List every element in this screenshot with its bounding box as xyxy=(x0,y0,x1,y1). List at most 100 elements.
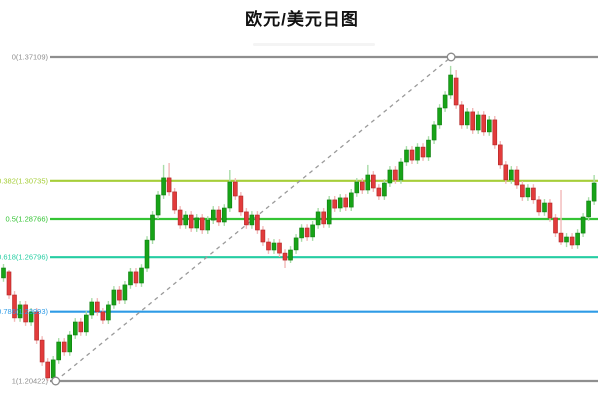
candle-body-55 xyxy=(304,227,310,238)
candle-body-36 xyxy=(199,217,205,231)
candle-body-30 xyxy=(166,177,172,193)
candle-body-24 xyxy=(133,271,139,284)
candle-body-79 xyxy=(437,107,442,126)
trendline-endpoint-high xyxy=(446,52,456,62)
candle-body-16 xyxy=(89,301,95,316)
candle-body-0 xyxy=(1,267,6,279)
candle-body-23 xyxy=(128,271,133,286)
candle-body-42 xyxy=(233,181,238,197)
candle-body-53 xyxy=(293,237,299,251)
candle-body-48 xyxy=(266,241,271,251)
fib-label-0.5: 0.5(1.28766) xyxy=(5,215,48,224)
candle-body-44 xyxy=(244,211,249,226)
candle-body-32 xyxy=(177,209,183,226)
candle-body-26 xyxy=(144,239,150,269)
candle-body-81 xyxy=(448,74,453,96)
fib-label-1: 1(1.20422) xyxy=(12,377,49,386)
candle-body-9 xyxy=(50,359,56,379)
candle-body-91 xyxy=(503,164,509,181)
candle-body-46 xyxy=(255,214,260,231)
candle-body-67 xyxy=(370,174,376,189)
page-title: 欧元/美元日图 xyxy=(245,10,359,29)
candle-body-39 xyxy=(216,209,222,223)
candle-body-4 xyxy=(23,304,28,323)
candle-body-31 xyxy=(172,191,177,211)
candle-body-100 xyxy=(553,217,558,234)
candle-body-7 xyxy=(39,339,45,363)
candle-body-85 xyxy=(470,111,476,131)
candle-body-103 xyxy=(569,236,575,246)
candle-body-11 xyxy=(61,341,67,353)
candle-body-10 xyxy=(56,341,62,361)
candle-body-21 xyxy=(117,289,122,301)
candle-body-70 xyxy=(387,169,393,184)
candle-body-68 xyxy=(376,187,382,197)
candle-body-2 xyxy=(12,294,17,319)
candle-body-52 xyxy=(288,249,293,261)
candle-body-76 xyxy=(420,146,426,158)
candle-body-90 xyxy=(497,144,503,166)
candle-body-60 xyxy=(332,199,338,209)
candle-body-77 xyxy=(426,139,431,158)
candle-body-69 xyxy=(382,182,387,197)
fib-label-0: 0(1.37109) xyxy=(12,53,49,62)
candle-body-66 xyxy=(365,174,371,191)
candle-body-40 xyxy=(222,207,227,223)
candle-body-35 xyxy=(194,217,199,229)
candle-body-99 xyxy=(547,202,553,219)
candle-body-50 xyxy=(277,242,282,254)
candle-body-56 xyxy=(310,224,315,238)
trendline-endpoint-low xyxy=(51,376,61,386)
candle-body-80 xyxy=(442,94,448,109)
candle-body-89 xyxy=(492,119,498,146)
candle-body-18 xyxy=(100,311,106,321)
candle-body-43 xyxy=(238,195,244,213)
candle-body-57 xyxy=(315,211,321,226)
candle-body-3 xyxy=(17,304,23,319)
candle-body-13 xyxy=(73,321,78,336)
candle-body-58 xyxy=(321,211,327,225)
candle-body-17 xyxy=(95,301,100,313)
candle-body-65 xyxy=(359,181,365,191)
candle-body-87 xyxy=(481,114,487,133)
candle-body-5 xyxy=(28,311,34,323)
candle-body-64 xyxy=(354,181,360,194)
candle-body-45 xyxy=(249,214,255,226)
candle-body-106 xyxy=(586,200,591,218)
candle-body-41 xyxy=(227,181,233,209)
fib-label-0.786: 0.786(1.23993) xyxy=(0,307,49,316)
candle-body-107 xyxy=(591,182,597,202)
candle-body-14 xyxy=(78,321,84,333)
candle-body-72 xyxy=(398,161,404,181)
candle-body-54 xyxy=(299,227,304,239)
candle-body-101 xyxy=(558,232,564,243)
candle-body-75 xyxy=(415,146,420,161)
candle-body-96 xyxy=(531,187,536,201)
candle-body-22 xyxy=(122,284,128,301)
candle-body-88 xyxy=(486,119,492,133)
candle-body-74 xyxy=(409,149,415,161)
candle-body-93 xyxy=(514,169,520,186)
candle-body-29 xyxy=(161,177,166,196)
candle-body-1 xyxy=(6,271,12,296)
title-underline xyxy=(253,43,375,46)
candle-body-34 xyxy=(188,214,194,229)
candle-body-61 xyxy=(337,197,343,209)
candle-body-20 xyxy=(111,289,117,306)
candle-body-94 xyxy=(520,184,525,198)
candle-body-82 xyxy=(453,77,459,106)
candle-body-33 xyxy=(183,214,188,226)
candle-body-27 xyxy=(150,214,155,241)
candle-body-98 xyxy=(542,202,547,213)
fib-label-0.618: 0.618(1.26796) xyxy=(0,253,49,262)
candle-body-104 xyxy=(575,232,580,246)
candle-body-15 xyxy=(84,314,89,333)
trendline xyxy=(55,56,452,382)
candle-body-8 xyxy=(45,361,51,379)
candle-body-12 xyxy=(67,334,72,353)
candle-body-28 xyxy=(155,194,161,216)
candle-body-83 xyxy=(459,104,465,126)
candle-body-25 xyxy=(139,267,144,284)
candle-body-84 xyxy=(464,111,470,126)
